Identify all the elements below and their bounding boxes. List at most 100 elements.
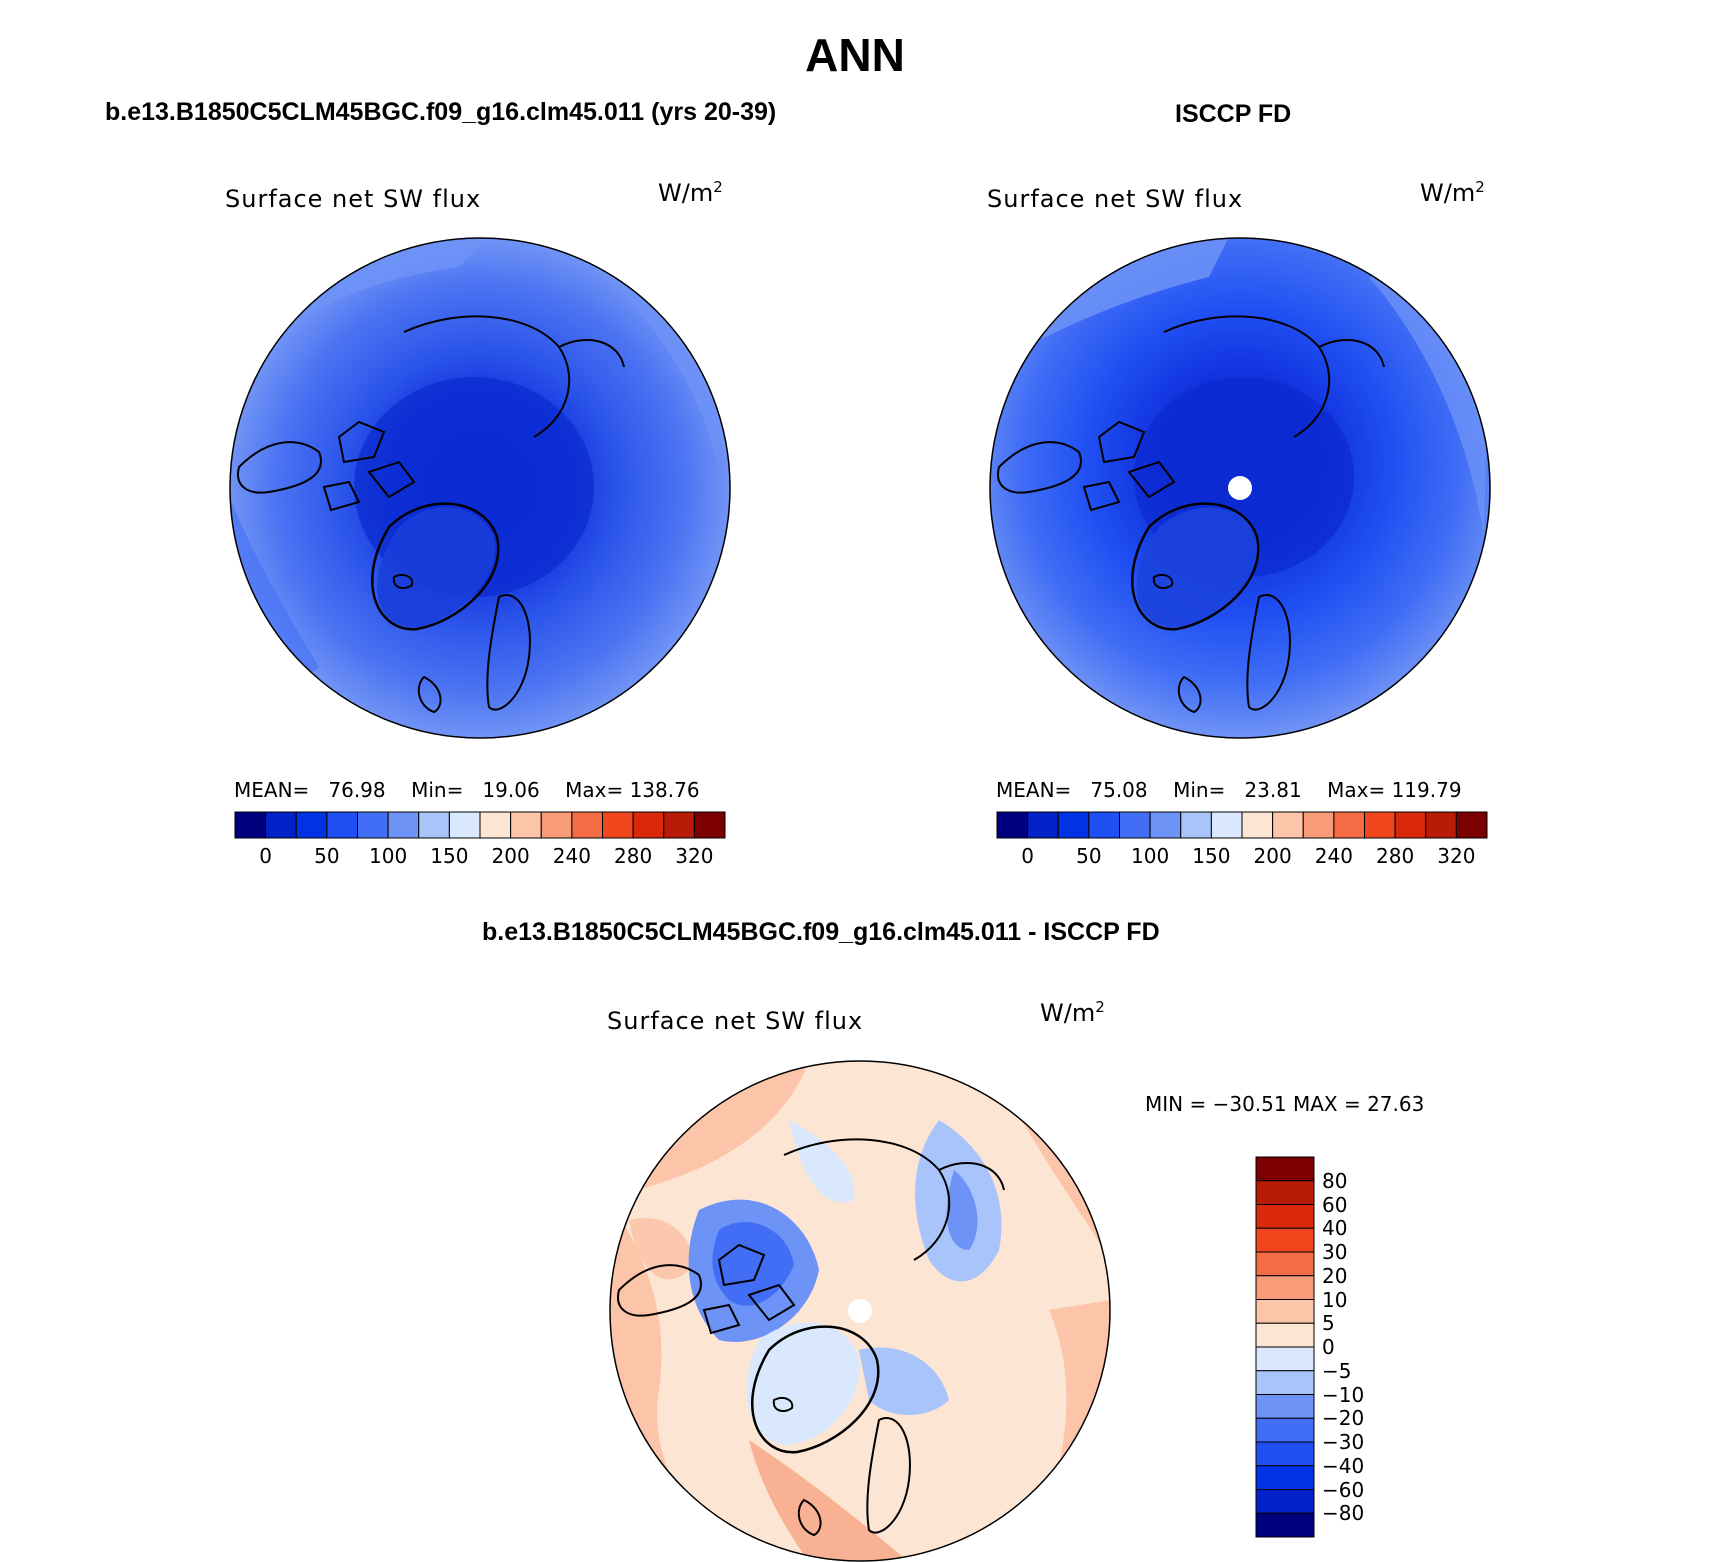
colorbar-swatch	[1057, 811, 1090, 839]
colorbar-swatch	[571, 811, 603, 839]
panel-1-min: 19.06	[482, 778, 540, 802]
colorbar-swatch	[1425, 811, 1457, 839]
panel-1-max: 138.76	[629, 778, 700, 802]
panel-2-map	[989, 237, 1491, 739]
colorbar-tick-label: 200	[491, 844, 530, 868]
colorbar-tick-label: 10	[1322, 1287, 1348, 1312]
colorbar-tick-label: 40	[1322, 1216, 1348, 1241]
colorbar-swatch	[693, 811, 726, 839]
colorbar-tick-label: 30	[1322, 1240, 1348, 1264]
colorbar-tick-label: 100	[1131, 844, 1170, 868]
colorbar-swatch	[387, 811, 420, 839]
colorbar-swatch	[1364, 811, 1396, 839]
colorbar-swatch	[1210, 811, 1243, 839]
panel-2-min: 23.81	[1244, 778, 1302, 802]
colorbar-swatch	[1255, 1489, 1315, 1514]
colorbar-swatch	[1302, 811, 1335, 839]
colorbar-tick-label: 100	[369, 844, 408, 868]
colorbar-swatch	[996, 811, 1029, 839]
colorbar-tick-label: 60	[1322, 1192, 1348, 1217]
colorbar-swatch	[1255, 1417, 1315, 1443]
panel-3-colorbar	[1255, 1156, 1315, 1538]
panel-3-stats: MIN = −30.51 MAX = 27.63	[1145, 1092, 1425, 1116]
colorbar-tick-label: 320	[1437, 844, 1476, 868]
colorbar-swatch	[326, 811, 358, 839]
colorbar-swatch	[1255, 1346, 1315, 1372]
panel-2-colorbar	[996, 811, 1488, 839]
colorbar-swatch	[357, 811, 389, 839]
colorbar-tick-label: 0	[1021, 844, 1034, 868]
colorbar-swatch	[1255, 1275, 1315, 1300]
panel-1-stats: MEAN= 76.98 Min= 19.06 Max= 138.76	[234, 778, 700, 802]
colorbar-swatch	[295, 811, 328, 839]
colorbar-tick-label: −5	[1322, 1358, 1352, 1383]
colorbar-swatch	[1394, 811, 1427, 839]
panel-1-map	[229, 237, 731, 739]
colorbar-swatch	[1255, 1441, 1315, 1467]
panel-2-stats: MEAN= 75.08 Min= 23.81 Max= 119.79	[996, 778, 1462, 802]
colorbar-tick-label: 50	[1076, 844, 1102, 868]
colorbar-tick-label: 5	[1322, 1311, 1335, 1336]
colorbar-swatch	[632, 811, 665, 839]
colorbar-tick-label: 320	[675, 844, 714, 868]
panel-1-variable-label: Surface net SW flux	[225, 185, 482, 213]
colorbar-swatch	[418, 811, 450, 839]
colorbar-swatch	[1180, 811, 1212, 839]
colorbar-tick-label: −80	[1322, 1501, 1365, 1526]
colorbar-swatch	[1455, 811, 1488, 839]
colorbar-tick-label: 240	[1314, 844, 1353, 868]
colorbar-swatch	[663, 811, 695, 839]
colorbar-tick-label: 20	[1322, 1263, 1348, 1288]
panel-1-units: W/m2	[658, 178, 723, 207]
panel-1-colorbar	[234, 811, 726, 839]
panel-2-variable-label: Surface net SW flux	[987, 185, 1244, 213]
panel-3-map	[609, 1060, 1111, 1562]
colorbar-swatch	[1255, 1512, 1315, 1538]
colorbar-tick-label: −10	[1322, 1382, 1365, 1407]
colorbar-tick-label: 0	[1322, 1335, 1335, 1359]
colorbar-swatch	[1333, 811, 1365, 839]
colorbar-tick-label: 80	[1322, 1168, 1348, 1193]
colorbar-swatch	[1255, 1227, 1315, 1253]
panel-2-title: ISCCP FD	[1175, 100, 1292, 128]
panel-2-mean: 75.08	[1090, 778, 1148, 802]
colorbar-swatch	[1255, 1156, 1315, 1182]
colorbar-tick-label: −40	[1322, 1453, 1365, 1478]
colorbar-swatch	[1241, 811, 1274, 839]
colorbar-swatch	[1255, 1180, 1315, 1205]
panel-1-mean: 76.98	[328, 778, 386, 802]
colorbar-tick-label: 0	[259, 844, 272, 868]
colorbar-tick-label: −30	[1322, 1430, 1365, 1454]
colorbar-swatch	[1088, 811, 1120, 839]
panel-1-title: b.e13.B1850C5CLM45BGC.f09_g16.clm45.011 …	[105, 98, 777, 126]
colorbar-swatch	[1255, 1299, 1315, 1324]
panel-3-title: b.e13.B1850C5CLM45BGC.f09_g16.clm45.011 …	[482, 918, 1160, 946]
colorbar-swatch	[1255, 1322, 1315, 1348]
colorbar-swatch	[1149, 811, 1182, 839]
colorbar-swatch	[479, 811, 512, 839]
panel-2-max: 119.79	[1391, 778, 1462, 802]
colorbar-swatch	[1255, 1251, 1315, 1277]
colorbar-tick-label: 50	[314, 844, 340, 868]
colorbar-tick-label: 280	[1376, 844, 1415, 868]
colorbar-tick-label: −20	[1322, 1406, 1365, 1431]
colorbar-tick-label: 150	[1192, 844, 1231, 868]
panel-2-units: W/m2	[1420, 178, 1485, 207]
colorbar-tick-label: 240	[552, 844, 591, 868]
colorbar-swatch	[540, 811, 573, 839]
colorbar-tick-label: −60	[1322, 1477, 1365, 1502]
colorbar-swatch	[1255, 1465, 1315, 1490]
colorbar-swatch	[1272, 811, 1304, 839]
colorbar-tick-label: 150	[430, 844, 469, 868]
colorbar-swatch	[234, 811, 267, 839]
colorbar-tick-label: 280	[614, 844, 653, 868]
panel-3-units: W/m2	[1040, 998, 1105, 1027]
panel-3-variable-label: Surface net SW flux	[607, 1007, 864, 1035]
colorbar-swatch	[1255, 1394, 1315, 1419]
colorbar-swatch	[602, 811, 634, 839]
colorbar-swatch	[265, 811, 297, 839]
figure-title: ANN	[805, 29, 905, 81]
colorbar-swatch	[510, 811, 542, 839]
colorbar-swatch	[1119, 811, 1151, 839]
colorbar-swatch	[1027, 811, 1059, 839]
